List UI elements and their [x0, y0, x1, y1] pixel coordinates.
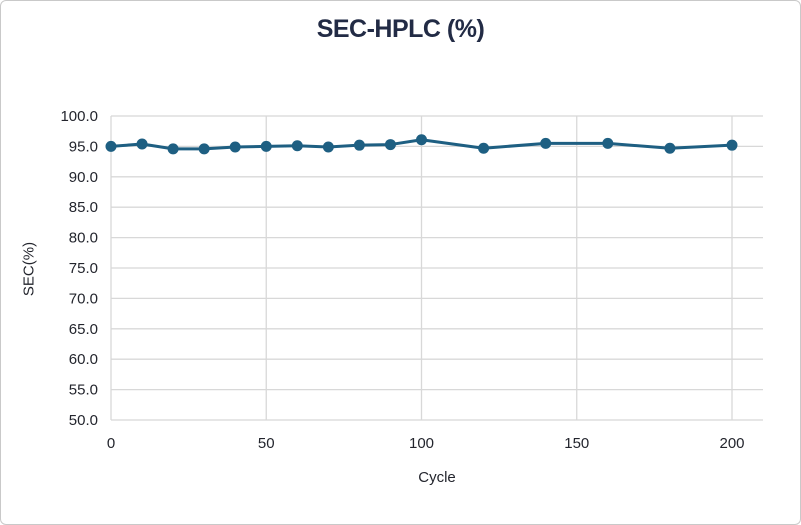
data-point: [726, 139, 738, 151]
data-point: [198, 143, 210, 155]
data-point: [291, 140, 303, 152]
data-point: [664, 142, 676, 154]
x-tick-label: 100: [409, 435, 434, 452]
y-tick-label: 50.0: [69, 412, 98, 429]
y-tick-label: 85.0: [69, 199, 98, 216]
data-point: [478, 142, 490, 154]
y-tick-label: 80.0: [69, 230, 98, 247]
data-point: [229, 141, 241, 153]
data-point: [384, 139, 396, 151]
data-point: [540, 137, 552, 149]
data-point: [136, 138, 148, 150]
data-point: [105, 140, 117, 152]
y-tick-label: 95.0: [69, 138, 98, 155]
y-tick-label: 70.0: [69, 290, 98, 307]
data-point: [260, 140, 272, 152]
y-tick-label: 90.0: [69, 169, 98, 186]
data-point: [353, 139, 365, 151]
data-point: [322, 141, 334, 153]
x-tick-label: 150: [564, 435, 589, 452]
x-tick-label: 200: [719, 435, 744, 452]
chart-title: SEC-HPLC (%): [316, 15, 485, 43]
data-point: [167, 143, 179, 155]
x-tick-label: 0: [107, 435, 115, 452]
x-axis-title: Cycle: [418, 469, 456, 486]
data-point: [416, 134, 427, 146]
y-tick-label: 75.0: [69, 260, 98, 277]
data-point: [602, 137, 614, 149]
x-tick-label: 50: [258, 435, 275, 452]
y-tick-label: 100.0: [60, 108, 98, 125]
y-tick-label: 60.0: [69, 351, 98, 368]
data-line: [109, 138, 734, 151]
y-tick-label: 65.0: [69, 321, 98, 338]
y-tick-label: 55.0: [69, 382, 98, 399]
